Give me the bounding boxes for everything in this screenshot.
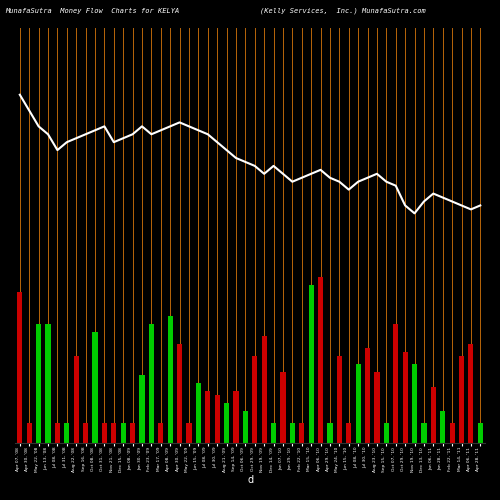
Bar xyxy=(478,423,483,442)
Bar xyxy=(177,344,182,442)
Text: MunafaSutra  Money Flow  Charts for KELYA: MunafaSutra Money Flow Charts for KELYA xyxy=(5,8,179,14)
Bar xyxy=(337,356,342,442)
Bar xyxy=(384,423,389,442)
Bar xyxy=(243,411,248,442)
Bar xyxy=(440,411,446,442)
Bar xyxy=(318,276,323,442)
Bar xyxy=(168,316,173,442)
Bar xyxy=(252,356,258,442)
Bar xyxy=(158,423,164,442)
Bar xyxy=(224,403,229,442)
Bar xyxy=(459,356,464,442)
Bar xyxy=(55,423,60,442)
Bar xyxy=(271,423,276,442)
Bar xyxy=(412,364,417,442)
Bar xyxy=(186,423,192,442)
Bar xyxy=(422,423,426,442)
Bar xyxy=(374,372,380,442)
Bar xyxy=(92,332,98,442)
Bar xyxy=(36,324,41,442)
Bar xyxy=(83,423,88,442)
X-axis label: d: d xyxy=(247,475,253,485)
Bar xyxy=(450,423,454,442)
Bar xyxy=(308,284,314,442)
Bar xyxy=(402,352,407,442)
Bar xyxy=(26,423,32,442)
Bar xyxy=(328,423,332,442)
Bar xyxy=(46,324,51,442)
Bar xyxy=(64,423,70,442)
Text: (Kelly Services,  Inc.) MunafaSutra.com: (Kelly Services, Inc.) MunafaSutra.com xyxy=(260,8,426,14)
Bar xyxy=(430,388,436,442)
Bar xyxy=(120,423,126,442)
Bar xyxy=(262,336,266,442)
Bar xyxy=(393,324,398,442)
Bar xyxy=(74,356,79,442)
Bar xyxy=(468,344,473,442)
Bar xyxy=(102,423,107,442)
Bar xyxy=(214,395,220,442)
Bar xyxy=(346,423,352,442)
Bar xyxy=(149,324,154,442)
Bar xyxy=(140,376,144,442)
Bar xyxy=(365,348,370,442)
Bar xyxy=(356,364,360,442)
Bar xyxy=(111,423,116,442)
Bar xyxy=(290,423,295,442)
Bar xyxy=(17,292,22,442)
Bar xyxy=(196,384,201,442)
Bar xyxy=(205,392,210,442)
Bar xyxy=(280,372,285,442)
Bar xyxy=(299,423,304,442)
Bar xyxy=(130,423,135,442)
Bar xyxy=(234,392,238,442)
